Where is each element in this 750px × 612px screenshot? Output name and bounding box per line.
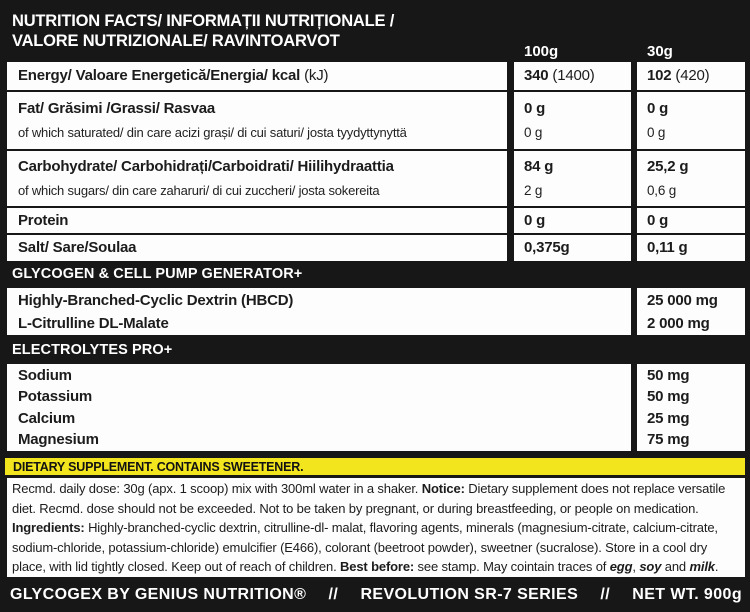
saturated-30g: 0 g — [647, 125, 666, 140]
usage-and-ingredients-text: Recmd. daily dose: 30g (apx. 1 scoop) mi… — [7, 478, 745, 577]
column-header-30g: 30g — [647, 43, 673, 60]
ingredient-hbcd-value: 25 000 mg — [647, 291, 718, 309]
salt-label: Salt/ Sare/Soulaa — [18, 239, 137, 256]
section-header-glycogen: GLYCOGEN & CELL PUMP GENERATOR+ — [12, 265, 303, 282]
carbohydrate-label: Carbohydrate/ Carbohidrați/Carboidrati/ … — [18, 158, 394, 175]
salt-100g: 0,375g — [524, 239, 570, 256]
sodium-label: Sodium — [18, 366, 72, 384]
header-title-line2: VALORE NUTRIZIONALE/ RAVINTOARVOT — [12, 32, 340, 50]
magnesium-value: 75 mg — [647, 431, 690, 448]
energy-label-cell: Energy/ Valoare Energetică/Energia/ kcal… — [7, 62, 507, 90]
saturated-100g: 0 g — [524, 125, 543, 140]
dietary-supplement-banner: DIETARY SUPPLEMENT. CONTAINS SWEETENER. — [5, 458, 745, 475]
carbohydrate-30g: 25,2 g — [647, 158, 689, 175]
energy-30g-kj: (420) — [671, 67, 710, 84]
calcium-value: 25 mg — [647, 409, 690, 427]
section-body-glycogen: Highly-Branched-Cyclic Dextrin (HBCD) L-… — [0, 288, 750, 335]
salt-value-30g: 0,11 g — [637, 235, 745, 261]
carbohydrate-value-100g: 84 g 2 g — [514, 151, 631, 206]
potassium-value: 50 mg — [647, 388, 690, 405]
carbohydrate-value-30g: 25,2 g 0,6 g — [637, 151, 745, 206]
protein-value-100g: 0 g — [514, 208, 631, 233]
energy-value-30g: 102 (420) — [637, 62, 745, 90]
row-salt: Salt/ Sare/Soulaa 0,375g 0,11 g — [0, 235, 750, 261]
glycogen-labels-cell: Highly-Branched-Cyclic Dextrin (HBCD) L-… — [7, 288, 631, 335]
ingredient-hbcd-label: Highly-Branched-Cyclic Dextrin (HBCD) — [18, 291, 294, 309]
saturated-fat-label: of which saturated/ din care acizi grași… — [18, 125, 407, 140]
energy-label: Energy/ Valoare Energetică/Energia/ kcal — [18, 67, 301, 84]
electrolytes-labels-cell: Sodium Potassium Calcium Magnesium — [7, 364, 631, 451]
potassium-label: Potassium — [18, 388, 93, 405]
magnesium-label: Magnesium — [18, 431, 99, 448]
sodium-value: 50 mg — [647, 366, 690, 384]
column-header-100g: 100g — [524, 43, 559, 60]
calcium-label: Calcium — [18, 409, 75, 427]
protein-100g: 0 g — [524, 211, 546, 229]
carbohydrate-label-cell: Carbohydrate/ Carbohidrați/Carboidrati/ … — [7, 151, 507, 206]
fat-value-100g: 0 g 0 g — [514, 92, 631, 149]
section-body-electrolytes: Sodium Potassium Calcium Magnesium 50 mg… — [0, 364, 750, 451]
electrolytes-values-cell: 50 mg 50 mg 25 mg 75 mg — [637, 364, 745, 451]
row-protein: Protein 0 g 0 g — [0, 208, 750, 233]
footer-separator-2: // — [600, 585, 611, 603]
header-title: NUTRITION FACTS/ INFORMAȚII NUTRIȚIONALE… — [0, 0, 750, 51]
salt-value-100g: 0,375g — [514, 235, 631, 261]
protein-label: Protein — [18, 211, 69, 229]
header-title-line1: NUTRITION FACTS/ INFORMAȚII NUTRIȚIONALE… — [12, 12, 395, 30]
section-header-electrolytes: ELECTROLYTES PRO+ — [12, 341, 173, 358]
glycogen-values-cell: 25 000 mg 2 000 mg — [637, 288, 745, 335]
footer-series: REVOLUTION SR-7 SERIES — [360, 585, 579, 603]
footer-net-weight: NET WT. 900g — [632, 585, 742, 603]
protein-label-cell: Protein — [7, 208, 507, 233]
footer-separator-1: // — [328, 585, 339, 603]
energy-value-100g: 340 (1400) — [514, 62, 631, 90]
fat-value-30g: 0 g 0 g — [637, 92, 745, 149]
fat-label-cell: Fat/ Grăsimi /Grassi/ Rasvaa of which sa… — [7, 92, 507, 149]
brand-footer: GLYCOGEX BY GENIUS NUTRITION® // REVOLUT… — [0, 577, 750, 612]
salt-label-cell: Salt/ Sare/Soulaa — [7, 235, 507, 261]
carbohydrate-100g: 84 g — [524, 158, 554, 175]
fat-label: Fat/ Grăsimi /Grassi/ Rasvaa — [18, 100, 216, 117]
ingredient-citrulline-value: 2 000 mg — [647, 314, 710, 332]
sugars-label: of which sugars/ din care zaharuri/ di c… — [18, 183, 380, 198]
sugars-30g: 0,6 g — [647, 183, 677, 198]
fat-100g: 0 g — [524, 100, 546, 117]
energy-30g-kcal: 102 — [647, 67, 672, 84]
sugars-100g: 2 g — [524, 183, 543, 198]
energy-label-note: (kJ) — [300, 67, 329, 84]
row-carbohydrate: Carbohydrate/ Carbohidrați/Carboidrati/ … — [0, 151, 750, 206]
fat-30g: 0 g — [647, 100, 669, 117]
energy-100g-kcal: 340 — [524, 67, 549, 84]
label-header: NUTRITION FACTS/ INFORMAȚII NUTRIȚIONALE… — [0, 0, 750, 62]
row-fat: Fat/ Grăsimi /Grassi/ Rasvaa of which sa… — [0, 92, 750, 149]
row-energy: Energy/ Valoare Energetică/Energia/ kcal… — [0, 62, 750, 90]
protein-value-30g: 0 g — [637, 208, 745, 233]
footer-brand: GLYCOGEX BY GENIUS NUTRITION® — [10, 585, 307, 603]
protein-30g: 0 g — [647, 211, 669, 229]
ingredient-citrulline-label: L-Citrulline DL-Malate — [18, 314, 169, 332]
energy-100g-kj: (1400) — [548, 67, 595, 84]
salt-30g: 0,11 g — [647, 239, 688, 256]
